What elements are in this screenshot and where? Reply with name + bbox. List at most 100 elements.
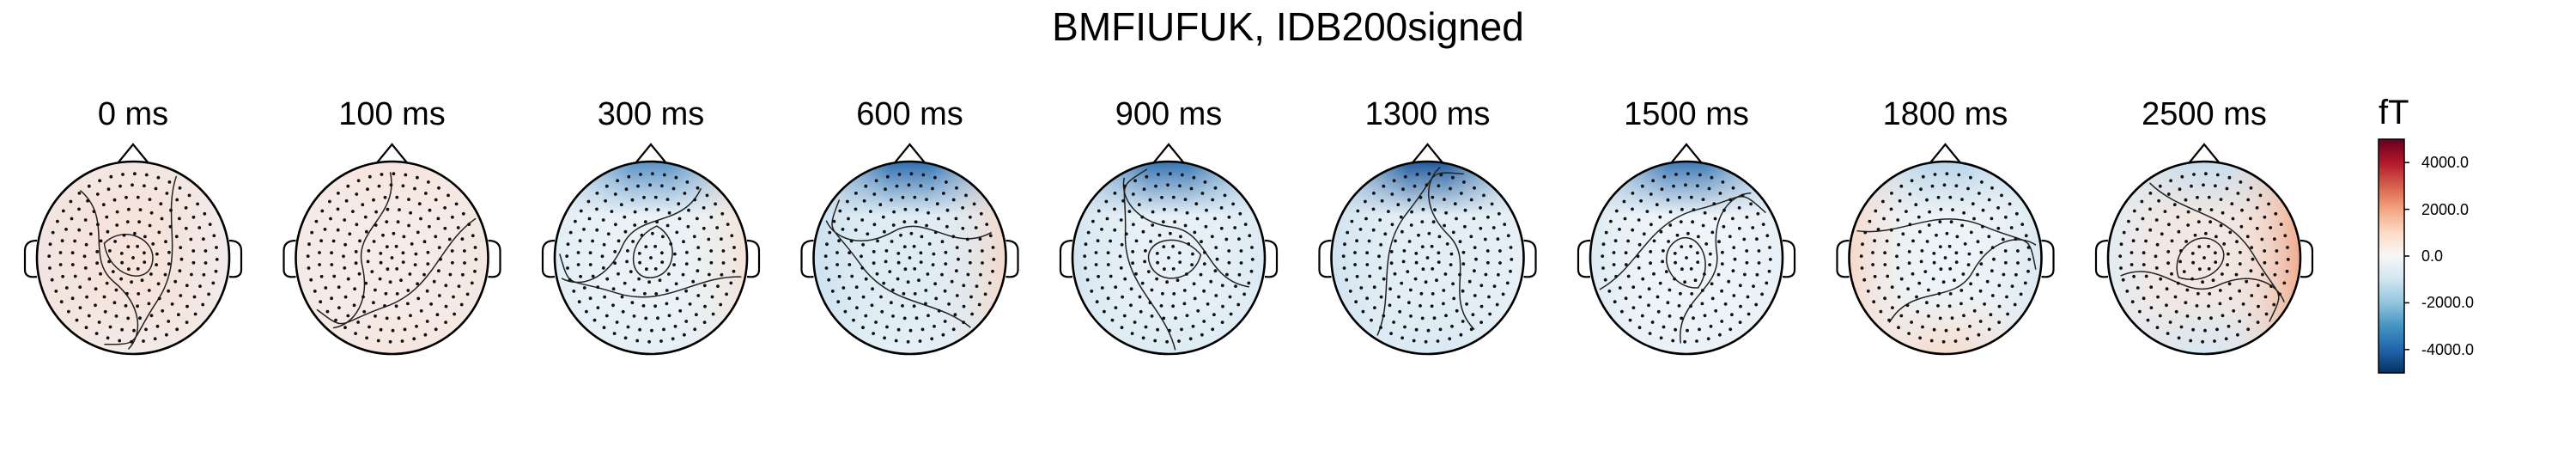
sensor (1932, 260, 1936, 265)
sensor (1437, 251, 1441, 255)
sensor (70, 251, 75, 255)
sensor (2174, 309, 2178, 314)
sensor (2207, 244, 2211, 248)
sensor (2176, 281, 2180, 285)
sensor (937, 217, 940, 221)
sensor (1171, 244, 1175, 248)
sensor (70, 263, 75, 266)
sensor (823, 254, 828, 258)
sensor (2250, 246, 2254, 249)
sensor (631, 240, 635, 243)
sensor (1718, 333, 1722, 337)
sensor (660, 260, 665, 264)
sensor (346, 314, 350, 318)
sensor (1180, 173, 1184, 177)
right-ear-outline (488, 239, 501, 278)
sensor (1426, 328, 1431, 333)
sensor (611, 287, 616, 291)
sensor (1927, 314, 1930, 318)
sensor (671, 337, 675, 341)
sensor (1722, 208, 1726, 212)
sensor (1981, 224, 1984, 229)
sensor (1396, 203, 1400, 207)
sensor (1471, 313, 1475, 317)
sensor (156, 175, 161, 180)
sensor (1755, 272, 1759, 277)
sensor (328, 199, 331, 204)
sensor (931, 186, 934, 191)
sensor (1710, 282, 1714, 286)
sensor (626, 249, 629, 253)
sensor (2186, 210, 2190, 214)
sensor (452, 295, 455, 299)
sensor (1155, 277, 1158, 281)
sensor (2215, 235, 2218, 239)
sensor-dots (1601, 172, 1772, 344)
sensor (2191, 327, 2196, 332)
sensor (1174, 208, 1178, 212)
sensor (1707, 186, 1711, 191)
sensor (902, 220, 907, 223)
sensor (1110, 318, 1115, 322)
sensor (207, 292, 211, 296)
sensor (969, 295, 973, 299)
head-outline (1071, 160, 1267, 356)
sensor (372, 198, 375, 202)
sensor (1972, 217, 1976, 221)
sensor (1718, 192, 1722, 195)
sensor (1896, 266, 1900, 270)
sensor (330, 251, 333, 255)
sensor (961, 226, 965, 230)
sensor (841, 228, 845, 231)
sensor (981, 261, 984, 265)
sensor (675, 296, 679, 301)
sensor (58, 251, 63, 254)
sensor (1488, 312, 1492, 316)
sensor (429, 302, 433, 306)
sensor (319, 274, 324, 278)
sensor (179, 246, 183, 249)
sensor (379, 327, 383, 332)
sensor (943, 320, 947, 323)
sensor (2282, 281, 2287, 285)
sensor (417, 202, 422, 206)
sensor (179, 294, 183, 297)
sensor (1465, 302, 1468, 306)
sensor (157, 230, 161, 235)
sensor (1373, 306, 1376, 309)
sensor (1455, 217, 1458, 221)
sensor (978, 237, 982, 241)
sensor (148, 223, 152, 228)
sensor (1109, 239, 1112, 243)
sensor-dots (565, 172, 737, 344)
sensor (1498, 261, 1502, 265)
sensor (1382, 184, 1386, 188)
sensor (1157, 173, 1160, 176)
sensor (407, 223, 410, 228)
sensor (2189, 339, 2193, 343)
sensor (1370, 318, 1373, 322)
sensor (576, 251, 580, 254)
sensor (909, 172, 914, 176)
sensor (913, 195, 917, 199)
sensor (601, 218, 605, 222)
sensor (136, 304, 140, 308)
sensor (951, 198, 956, 202)
sensor (2267, 202, 2271, 206)
sensor (2119, 266, 2123, 270)
sensor (1883, 296, 1887, 301)
left-ear-outline (1318, 239, 1332, 278)
contour-line (1599, 196, 1766, 290)
sensor-dots (1341, 172, 1514, 344)
sensor (342, 254, 345, 259)
sensor (318, 263, 321, 266)
sensor (184, 206, 188, 210)
sensor (124, 304, 128, 308)
sensor (1639, 198, 1643, 203)
sensor (451, 260, 454, 265)
sensor (1473, 186, 1476, 190)
sensor (64, 228, 68, 231)
sensor (574, 219, 577, 223)
sensor (61, 274, 64, 278)
sensor (1751, 226, 1755, 229)
